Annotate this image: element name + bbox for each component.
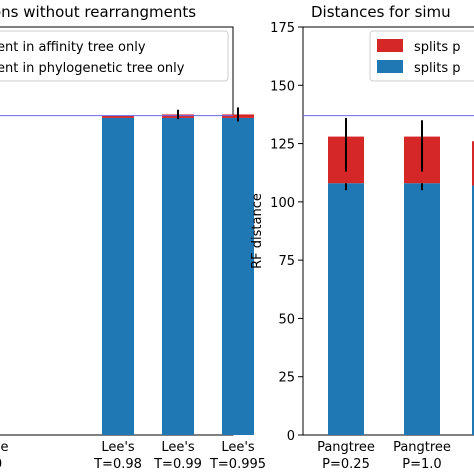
right-bar-blue [404, 183, 440, 435]
right-error-bars [345, 117, 423, 191]
right-legend-label-blue: splits p [414, 61, 461, 76]
right-y-tick-label: 25 [278, 371, 295, 386]
right-y-tick-label: 100 [270, 196, 295, 211]
right-plot-frame [302, 26, 474, 436]
left-bar-phylogenetic [102, 117, 134, 435]
right-legend-swatch-blue [377, 60, 403, 73]
left-category-label-line1: Lee's [221, 440, 255, 455]
left-category-label-line2: T=0.995 [209, 457, 266, 472]
right-y-tick-label: 75 [278, 254, 295, 269]
right-y-tick-label: 150 [270, 79, 295, 94]
left-category-label-line2: 0 [0, 457, 2, 472]
right-panel-title: Distances for simu [311, 3, 451, 21]
right-legend-swatch-red [377, 39, 403, 52]
right-y-ticks: 0 25 50 75 100 125 150 175 [270, 21, 303, 444]
left-panel: ons without rearrangments ree 0 Lee's T=0.9… [0, 3, 266, 472]
right-bar-blue [328, 183, 364, 435]
left-bar-affinity [102, 115, 134, 118]
right-y-tick-label: 50 [278, 312, 295, 327]
left-bars [102, 114, 254, 435]
right-y-tick-label: 0 [287, 429, 295, 444]
right-bars [328, 136, 474, 435]
left-category-label-line1: Lee's [161, 440, 195, 455]
left-category-label-line2: T=0.98 [93, 457, 142, 472]
right-panel: Distances for simu 0 25 50 75 100 125 150 175 R… [250, 3, 474, 472]
right-y-tick-label: 125 [270, 138, 295, 153]
right-bar-red [472, 141, 474, 186]
left-legend-box [0, 30, 229, 82]
left-category-label-line1: ree [0, 440, 9, 455]
left-category-label-line1: Lee's [101, 440, 135, 455]
left-panel-title: ons without rearrangments [0, 3, 196, 21]
right-category-label-line2: P=1.0 [402, 457, 441, 472]
left-category-labels: ree 0 Lee's T=0.98 Lee's T=0.99 Lee's T=0.995 [0, 440, 266, 472]
left-bar-phylogenetic [162, 117, 194, 435]
right-legend-label-red: splits p [414, 40, 461, 55]
left-legend-label-affinity: ent in affinity tree only [0, 40, 146, 55]
left-legend: ent in affinity tree only ent in phyloge… [0, 30, 229, 82]
right-y-tick-label: 175 [270, 21, 295, 36]
left-category-label-line2: T=0.99 [153, 457, 202, 472]
right-category-label-line1: Pangtree [393, 440, 451, 455]
right-y-axis-label: RF distance [250, 193, 265, 269]
right-category-label-line2: P=0.25 [322, 457, 370, 472]
left-error-bars [177, 107, 239, 122]
left-bar-phylogenetic [222, 117, 254, 435]
right-category-label-line1: Pangtree [317, 440, 375, 455]
left-legend-label-phylogenetic: ent in phylogenetic tree only [0, 61, 185, 76]
right-bar-blue [472, 185, 474, 435]
right-legend: splits p splits p [369, 30, 474, 82]
